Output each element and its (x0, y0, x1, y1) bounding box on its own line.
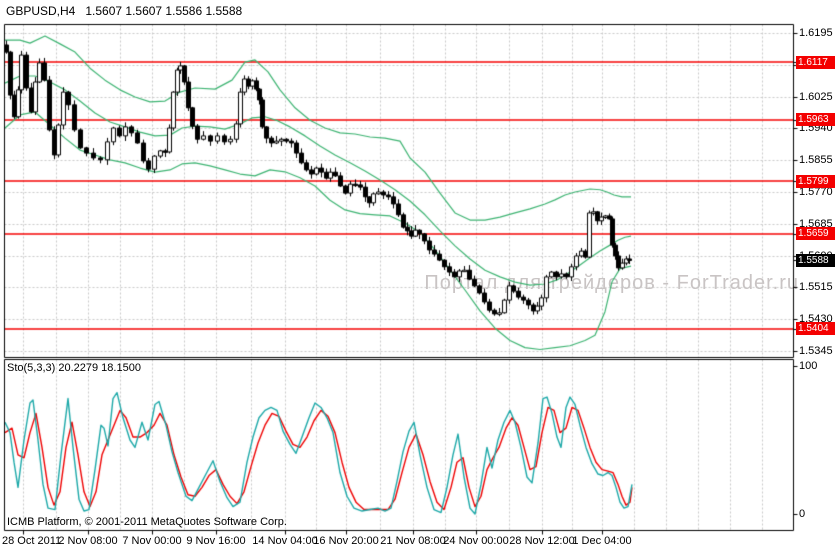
price-axis-label: 1.5855 (799, 154, 833, 167)
current-price-badge: 1.5588 (796, 253, 835, 267)
level-price-badge: 1.6117 (796, 55, 835, 69)
price-axis-label: 1.5685 (799, 217, 833, 230)
ohlc-readout: 1.5607 1.5607 1.5586 1.5588 (85, 4, 243, 18)
symbol-timeframe: GBPUSD,H4 (6, 4, 76, 18)
time-axis-label: 28 Oct 2011 (2, 535, 62, 547)
price-axis-label: 1.5770 (799, 185, 833, 198)
price-axis-label: 1.6025 (799, 90, 833, 103)
time-axis-label: 21 Nov 08:00 (380, 535, 446, 547)
copyright-text: ICMB Platform, © 2001-2011 MetaQuotes So… (7, 516, 287, 528)
level-price-badge: 1.5404 (796, 322, 835, 336)
time-axis-label: 28 Nov 12:00 (509, 535, 575, 547)
time-axis-label: 1 Dec 04:00 (572, 535, 632, 547)
price-axis-label: 1.6195 (799, 27, 833, 39)
time-axis-label: 7 Nov 00:00 (122, 535, 182, 547)
time-axis-label: 9 Nov 16:00 (186, 535, 246, 547)
level-price-badge: 1.5659 (796, 227, 835, 241)
time-axis-label: 14 Nov 04:00 (252, 535, 318, 547)
time-axis-label: 24 Nov 00:00 (443, 535, 509, 547)
sto-axis-label: 0 (799, 508, 806, 520)
level-price-badge: 1.5799 (796, 174, 835, 188)
indicator-label: Sto(5,3,3) 20.2279 18.1500 (7, 362, 141, 374)
price-axis-label: 1.5345 (799, 344, 833, 357)
sto-axis-label: 100 (799, 360, 818, 372)
level-price-badge: 1.5963 (796, 113, 835, 127)
price-axis-label: 1.5515 (799, 281, 833, 294)
chart-title: GBPUSD,H4 1.5607 1.5607 1.5586 1.5588 (6, 4, 252, 18)
time-axis-label: 2 Nov 08:00 (58, 535, 118, 547)
price-axis-label: 1.5430 (799, 313, 833, 326)
time-axis-label: 16 Nov 20:00 (313, 535, 379, 547)
